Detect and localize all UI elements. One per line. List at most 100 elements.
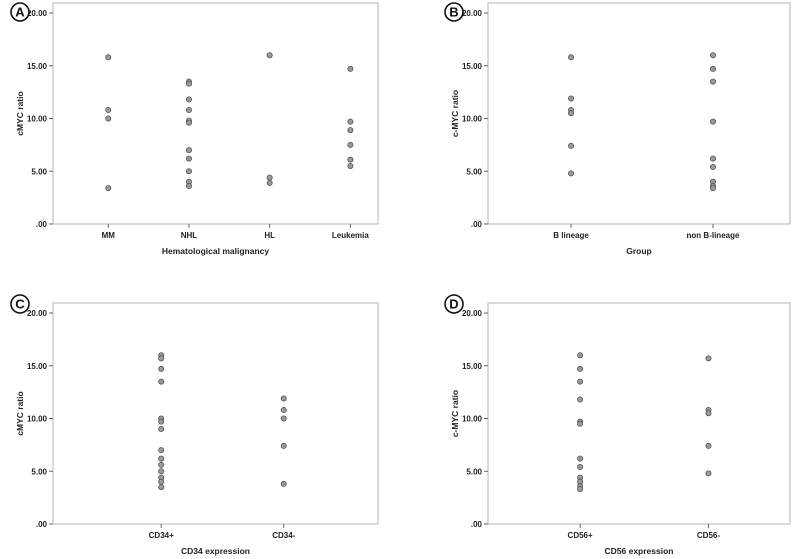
data-point (158, 365, 165, 372)
data-point (158, 455, 165, 462)
x-tick-label: NHL (181, 231, 198, 240)
data-point (577, 378, 584, 385)
data-point (185, 183, 192, 190)
data-point (185, 155, 192, 162)
y-tick-label: 15.00 (462, 362, 483, 371)
y-tick-label: .00 (36, 520, 48, 529)
data-point (577, 365, 584, 372)
y-tick-label: 5.00 (31, 167, 47, 176)
y-tick-label: 20.00 (27, 9, 48, 18)
data-point (709, 65, 716, 72)
y-tick-label: 5.00 (31, 467, 47, 476)
data-point (105, 185, 112, 192)
data-point (185, 147, 192, 154)
x-tick-label: HL (264, 231, 275, 240)
panel-letter-circle (10, 2, 30, 22)
x-tick-label: CD34- (272, 531, 295, 540)
data-point (577, 455, 584, 462)
data-point (347, 162, 354, 169)
data-point (577, 396, 584, 403)
x-tick-label: CD56- (697, 531, 720, 540)
data-point (568, 142, 575, 149)
data-point (705, 410, 712, 417)
data-point (158, 468, 165, 475)
data-point (158, 478, 165, 485)
y-tick-label: 20.00 (27, 309, 48, 318)
plot-frame (487, 2, 791, 225)
chart-panel-c: .00 5.00 10.00 15.00 20.00 CD34+ CD34- CD34 exp… (10, 294, 379, 556)
data-point (158, 378, 165, 385)
data-point (185, 80, 192, 87)
panel-letter: B (449, 5, 458, 20)
panel-letter-circle (10, 294, 30, 314)
data-point (347, 127, 354, 134)
panel-letter-circle (444, 294, 464, 314)
panel-letter: D (449, 297, 458, 312)
data-point (577, 352, 584, 359)
data-point (280, 415, 287, 422)
data-point (347, 118, 354, 125)
y-axis-title: cMYC ratio (15, 391, 25, 435)
x-tick-label: CD34+ (149, 531, 174, 540)
y-tick-label: .00 (471, 520, 483, 529)
data-point (709, 52, 716, 59)
x-tick-label: MM (102, 231, 116, 240)
panel-letter: C (15, 297, 25, 312)
data-point (705, 470, 712, 477)
y-tick-label: 15.00 (462, 62, 483, 71)
x-axis-title: Group (626, 246, 652, 256)
data-point (158, 447, 165, 454)
data-point (105, 54, 112, 61)
x-tick-label: Leukemia (332, 231, 369, 240)
y-axis-title: cMYC ratio (15, 91, 25, 135)
y-tick-label: .00 (471, 220, 483, 229)
y-axis-title: c-MYC ratio (450, 390, 460, 437)
x-tick-label: non B-lineage (687, 231, 740, 240)
data-point (347, 141, 354, 148)
x-tick-label: CD56+ (568, 531, 593, 540)
data-point (266, 179, 273, 186)
data-point (709, 118, 716, 125)
data-point (185, 168, 192, 175)
y-tick-label: 15.00 (27, 362, 48, 371)
panel-letter-circle (444, 2, 464, 22)
data-point (347, 156, 354, 163)
y-tick-label: 10.00 (27, 415, 48, 424)
data-point (105, 115, 112, 122)
chart-panel-d: .00 5.00 10.00 15.00 20.00 CD56+ CD56- CD56 exp… (444, 294, 791, 556)
data-point (158, 484, 165, 491)
data-point (568, 54, 575, 61)
data-point (568, 110, 575, 117)
data-point (280, 407, 287, 414)
y-tick-label: 20.00 (462, 309, 483, 318)
chart-panel-b: .00 5.00 10.00 15.00 20.00 B lineage non B-lin… (444, 2, 791, 256)
plot-frame (487, 302, 791, 525)
y-tick-label: 10.00 (27, 115, 48, 124)
data-point (568, 170, 575, 177)
y-tick-label: 10.00 (462, 115, 483, 124)
x-axis-title: Hematological malignancy (162, 246, 269, 256)
y-axis-title: c-MYC ratio (450, 90, 460, 137)
data-point (577, 486, 584, 493)
y-tick-label: 5.00 (466, 167, 482, 176)
data-point (105, 107, 112, 114)
data-point (347, 65, 354, 72)
data-point (705, 442, 712, 449)
data-point (577, 420, 584, 427)
x-tick-label: B lineage (553, 231, 589, 240)
x-axis-title: CD34 expression (181, 546, 250, 556)
data-point (158, 355, 165, 362)
data-point (280, 480, 287, 487)
data-point (705, 355, 712, 362)
panel-letter: A (15, 5, 25, 20)
data-point (158, 461, 165, 468)
data-point (185, 96, 192, 103)
data-point (568, 95, 575, 102)
data-point (185, 119, 192, 126)
data-point (709, 155, 716, 162)
y-tick-label: 5.00 (466, 467, 482, 476)
data-point (709, 185, 716, 192)
y-tick-label: 20.00 (462, 9, 483, 18)
data-point (158, 426, 165, 433)
y-tick-label: 15.00 (27, 62, 48, 71)
